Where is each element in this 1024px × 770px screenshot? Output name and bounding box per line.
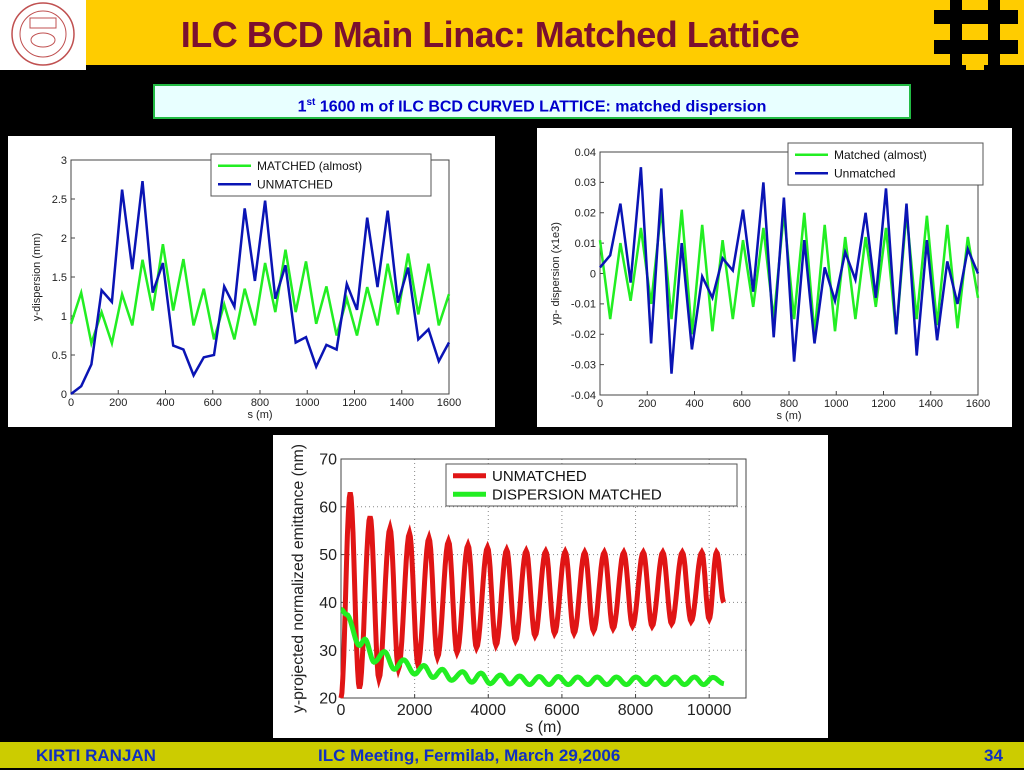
y-axis-label: y-projected normalized emittance (nm): [290, 444, 307, 713]
y-tick-label: 40: [319, 595, 337, 612]
x-tick-label: 1400: [919, 398, 943, 410]
university-seal-logo: [0, 0, 86, 70]
x-tick-label: 600: [733, 398, 751, 410]
x-tick-label: 400: [685, 398, 703, 410]
y-tick-label: -0.03: [571, 359, 596, 371]
y-tick-label: -0.02: [571, 329, 596, 341]
legend-label: Matched (almost): [834, 148, 927, 162]
footer-event: ILC Meeting, Fermilab, March 29,2006: [318, 742, 620, 770]
x-tick-label: 1000: [295, 397, 319, 409]
yp-dispersion-chart: 0 200 400 600 800 1000 1200 1400 1600 -0.04 -0.03 -…: [537, 128, 1012, 427]
y-tick-label: -0.04: [571, 390, 596, 402]
x-tick-label: 0: [68, 397, 74, 409]
x-tick-label: 8000: [618, 702, 654, 719]
x-tick-label: 1000: [824, 398, 848, 410]
x-tick-label: 1200: [871, 398, 895, 410]
x-tick-label: 1200: [342, 397, 366, 409]
y-tick-label: 0.01: [575, 238, 596, 250]
footer-bar: KIRTI RANJAN ILC Meeting, Fermilab, Marc…: [0, 742, 1024, 768]
x-axis-label: s (m): [776, 410, 801, 422]
x-tick-label: 6000: [544, 702, 580, 719]
x-tick-label: 4000: [470, 702, 506, 719]
y-tick-label: 1: [61, 311, 67, 323]
x-axis-label: s (m): [525, 719, 561, 736]
y-tick-label: 1.5: [52, 272, 67, 284]
legend-label: MATCHED (almost): [257, 159, 362, 173]
y-tick-label: 70: [319, 452, 337, 469]
x-tick-label: 1600: [437, 397, 461, 409]
y-axis-label: y-dispersion (mm): [31, 233, 43, 321]
footer-author: KIRTI RANJAN: [36, 742, 156, 770]
y-tick-label: -0.01: [571, 299, 596, 311]
y-tick-label: 3: [61, 155, 67, 167]
x-tick-label: 0: [597, 398, 603, 410]
fermilab-logo: [928, 0, 1024, 70]
x-tick-label: 1400: [390, 397, 414, 409]
y-tick-label: 2.5: [52, 194, 67, 206]
subtitle-box: 1st 1600 m of ILC BCD CURVED LATTICE: ma…: [153, 84, 911, 119]
footer-page-number: 34: [984, 742, 1003, 770]
y-tick-label: 0.5: [52, 350, 67, 362]
x-tick-label: 400: [156, 397, 174, 409]
y-tick-label: 30: [319, 643, 337, 660]
x-tick-label: 10000: [687, 702, 732, 719]
y-tick-label: 20: [319, 691, 337, 708]
legend-label: UNMATCHED: [257, 178, 333, 192]
y-dispersion-chart: 0 200 400 600 800 1000 1200 1400 1600 0 0.5 1 1.5 2 2.…: [8, 136, 495, 427]
legend-label: Unmatched: [834, 167, 895, 181]
x-tick-label: 800: [251, 397, 269, 409]
y-tick-label: 0: [590, 268, 596, 280]
x-tick-label: 1600: [966, 398, 990, 410]
y-tick-label: 0: [61, 389, 67, 401]
slide-title: ILC BCD Main Linac: Matched Lattice: [100, 14, 880, 56]
y-tick-label: 0.02: [575, 208, 596, 220]
legend-label: DISPERSION MATCHED: [492, 487, 662, 504]
legend-label: UNMATCHED: [492, 468, 587, 485]
x-tick-label: 200: [638, 398, 656, 410]
emittance-chart: 0 2000 4000 6000 8000 10000 20 30 40 50 60 70 s (m) y…: [273, 435, 828, 738]
y-tick-label: 50: [319, 547, 337, 564]
x-axis-label: s (m): [247, 409, 272, 421]
x-tick-label: 600: [204, 397, 222, 409]
x-tick-label: 2000: [397, 702, 433, 719]
y-tick-label: 0.04: [575, 147, 596, 159]
x-tick-label: 0: [337, 702, 346, 719]
fermilab-icon: [928, 0, 1024, 70]
x-tick-label: 200: [109, 397, 127, 409]
y-tick-label: 60: [319, 499, 337, 516]
subtitle-text: 1600 m of ILC BCD CURVED LATTICE: matche…: [315, 98, 766, 115]
y-axis-label: yp- dispersion (x1e3): [550, 222, 562, 325]
x-tick-label: 800: [780, 398, 798, 410]
y-tick-label: 2: [61, 233, 67, 245]
y-tick-label: 0.03: [575, 177, 596, 189]
seal-icon: [0, 0, 86, 70]
